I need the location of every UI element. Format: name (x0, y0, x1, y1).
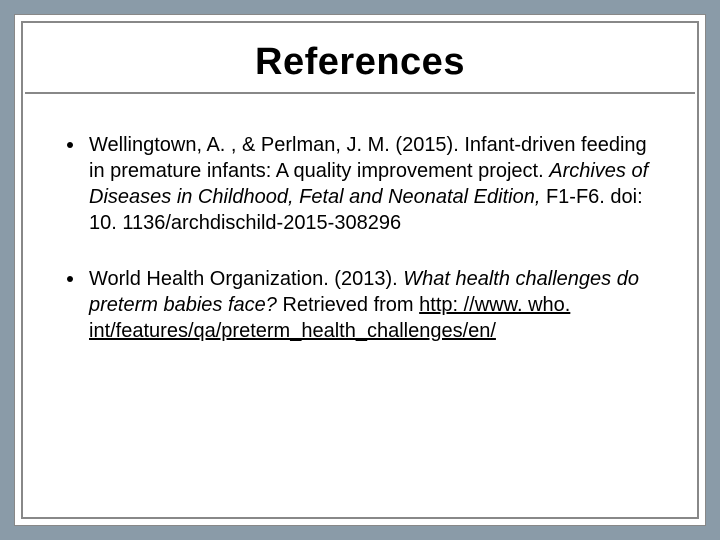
bullet-icon (67, 276, 73, 282)
reference-item: World Health Organization. (2013). What … (67, 266, 653, 344)
slide-inner-frame: References Wellingtown, A. , & Perlman, … (21, 21, 699, 519)
slide-title: References (25, 41, 695, 84)
references-body: Wellingtown, A. , & Perlman, J. M. (2015… (23, 94, 697, 374)
slide-outer-frame: References Wellingtown, A. , & Perlman, … (14, 14, 706, 526)
ref-pre: World Health Organization. (2013). (89, 268, 403, 290)
title-section: References (25, 23, 695, 94)
reference-text: Wellingtown, A. , & Perlman, J. M. (2015… (89, 132, 653, 236)
ref-post: Retrieved from (282, 294, 419, 316)
bullet-icon (67, 142, 73, 148)
reference-text: World Health Organization. (2013). What … (89, 266, 653, 344)
reference-item: Wellingtown, A. , & Perlman, J. M. (2015… (67, 132, 653, 236)
